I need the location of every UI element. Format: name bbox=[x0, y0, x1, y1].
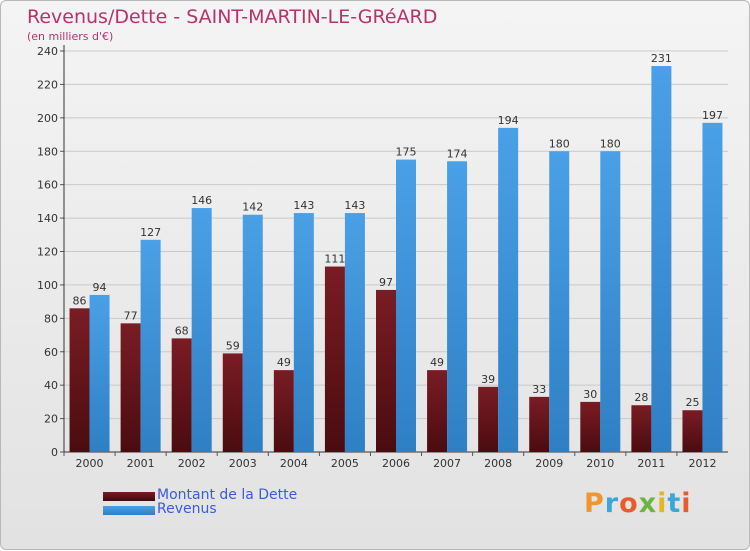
bar-dette bbox=[529, 396, 550, 452]
y-tick-label: 160 bbox=[37, 179, 58, 192]
data-label-revenus: 146 bbox=[191, 194, 212, 207]
legend-swatch-dette bbox=[103, 492, 155, 501]
y-tick-label: 40 bbox=[44, 379, 58, 392]
data-label-dette: 33 bbox=[532, 383, 546, 396]
y-tick-label: 200 bbox=[37, 112, 58, 125]
bar-dette bbox=[171, 338, 192, 452]
x-tick-label: 2009 bbox=[535, 457, 563, 470]
data-label-revenus: 175 bbox=[396, 146, 417, 159]
data-label-dette: 86 bbox=[73, 294, 87, 307]
legend-label-revenus: Revenus bbox=[157, 501, 217, 517]
x-tick-label: 2012 bbox=[688, 457, 716, 470]
data-label-dette: 25 bbox=[685, 396, 699, 409]
y-tick-label: 140 bbox=[37, 212, 58, 225]
bar-revenus bbox=[242, 214, 263, 452]
bar-revenus bbox=[344, 213, 365, 452]
data-label-revenus: 174 bbox=[447, 147, 468, 160]
data-label-dette: 28 bbox=[634, 391, 648, 404]
x-tick-label: 2008 bbox=[484, 457, 512, 470]
data-label-dette: 111 bbox=[324, 253, 345, 266]
bar-revenus bbox=[140, 239, 161, 452]
bar-dette bbox=[478, 386, 499, 452]
data-label-revenus: 127 bbox=[140, 226, 161, 239]
y-tick-label: 0 bbox=[51, 446, 58, 459]
logo-letter: r bbox=[604, 488, 620, 519]
y-tick-label: 80 bbox=[44, 312, 58, 325]
bar-dette bbox=[631, 405, 652, 452]
data-label-revenus: 180 bbox=[600, 137, 621, 150]
bar-dette bbox=[427, 370, 448, 452]
bar-dette bbox=[222, 353, 243, 452]
bar-revenus bbox=[89, 294, 110, 452]
x-tick-label: 2001 bbox=[127, 457, 155, 470]
logo-letter: t bbox=[667, 488, 682, 519]
data-label-dette: 59 bbox=[226, 339, 240, 352]
proxiti-logo: Proxiti bbox=[584, 488, 692, 519]
data-label-dette: 39 bbox=[481, 373, 495, 386]
x-tick-label: 2005 bbox=[331, 457, 359, 470]
logo-letter: i bbox=[657, 488, 668, 519]
data-label-revenus: 143 bbox=[293, 199, 314, 212]
data-label-revenus: 194 bbox=[498, 114, 519, 127]
bar-revenus bbox=[498, 127, 519, 452]
bar-revenus bbox=[191, 208, 212, 452]
x-tick-label: 2004 bbox=[280, 457, 308, 470]
logo-letter: x bbox=[638, 488, 658, 519]
bar-dette bbox=[120, 323, 141, 452]
data-label-dette: 77 bbox=[124, 309, 138, 322]
data-label-revenus: 231 bbox=[651, 52, 672, 65]
bar-revenus bbox=[293, 213, 314, 452]
y-tick-label: 20 bbox=[44, 413, 58, 426]
bar-dette bbox=[273, 370, 294, 452]
bar-dette bbox=[580, 401, 601, 452]
data-label-dette: 49 bbox=[430, 356, 444, 369]
bar-dette bbox=[682, 410, 703, 452]
y-tick-label: 240 bbox=[37, 45, 58, 58]
bar-revenus bbox=[651, 66, 672, 452]
data-label-dette: 97 bbox=[379, 276, 393, 289]
chart-title: Revenus/Dette - SAINT-MARTIN-LE-GRéARD bbox=[27, 6, 438, 28]
y-tick-label: 220 bbox=[37, 78, 58, 91]
bar-dette bbox=[69, 308, 90, 452]
bar-revenus bbox=[549, 151, 570, 452]
data-label-revenus: 197 bbox=[702, 109, 723, 122]
data-label-dette: 30 bbox=[583, 388, 597, 401]
x-tick-label: 2011 bbox=[637, 457, 665, 470]
data-label-revenus: 180 bbox=[549, 137, 570, 150]
bar-dette bbox=[376, 289, 396, 452]
logo-letter: P bbox=[584, 488, 605, 519]
logo-letter: i bbox=[681, 488, 692, 519]
data-label-dette: 68 bbox=[175, 324, 189, 337]
y-tick-label: 60 bbox=[44, 346, 58, 359]
bar-revenus bbox=[702, 122, 723, 453]
x-tick-label: 2002 bbox=[178, 457, 206, 470]
x-tick-label: 2003 bbox=[229, 457, 257, 470]
legend-label-dette: Montant de la Dette bbox=[157, 487, 298, 503]
data-label-revenus: 143 bbox=[344, 199, 365, 212]
x-tick-label: 2010 bbox=[586, 457, 614, 470]
bar-revenus bbox=[396, 159, 416, 452]
data-label-revenus: 142 bbox=[242, 201, 263, 214]
y-tick-label: 120 bbox=[37, 246, 58, 259]
data-label-revenus: 94 bbox=[93, 281, 107, 294]
y-tick-label: 180 bbox=[37, 145, 58, 158]
chart-subtitle: (en milliers d'€) bbox=[27, 30, 114, 43]
legend-swatch-revenus bbox=[103, 506, 155, 515]
x-tick-label: 2007 bbox=[433, 457, 461, 470]
logo-letter: o bbox=[619, 488, 639, 519]
bar-revenus bbox=[600, 151, 621, 452]
bar-dette bbox=[324, 266, 345, 452]
bar-revenus bbox=[447, 161, 468, 452]
x-tick-label: 2006 bbox=[382, 457, 410, 470]
data-label-dette: 49 bbox=[277, 356, 291, 369]
x-tick-label: 2000 bbox=[76, 457, 104, 470]
y-tick-label: 100 bbox=[37, 279, 58, 292]
